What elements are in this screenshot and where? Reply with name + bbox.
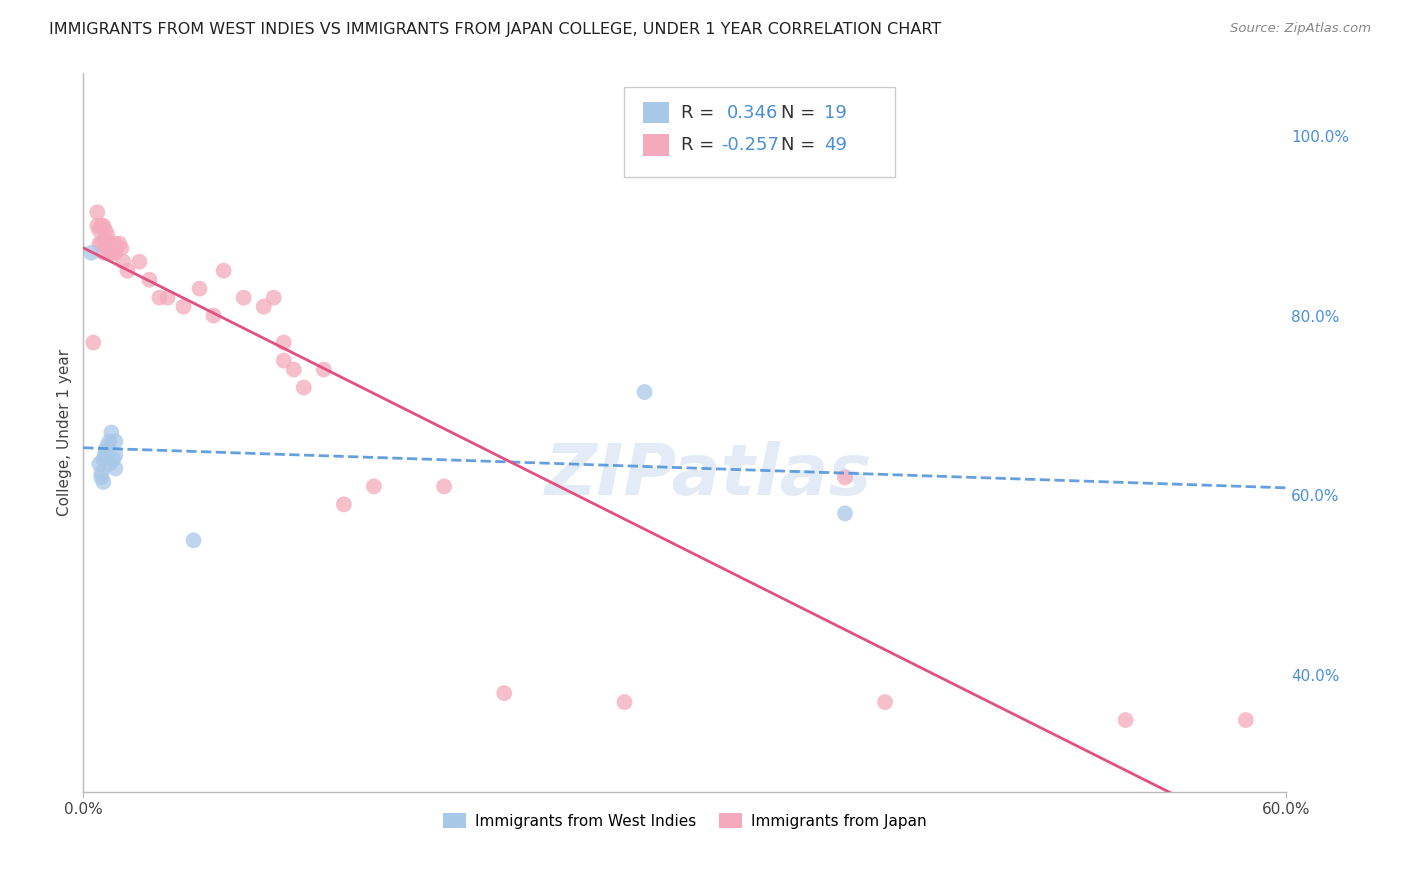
Text: -0.257: -0.257 <box>721 136 779 154</box>
Point <box>94 232 117 246</box>
Point <box>104 241 127 255</box>
Point <box>104 461 127 475</box>
Point <box>183 533 205 548</box>
Point <box>148 291 170 305</box>
Point <box>834 507 856 521</box>
Point <box>90 470 112 484</box>
Point <box>94 448 117 462</box>
Point <box>103 452 125 467</box>
Point <box>333 497 356 511</box>
Text: N =: N = <box>780 103 821 121</box>
Text: 19: 19 <box>824 103 846 121</box>
Point <box>273 335 295 350</box>
Point <box>104 434 127 449</box>
Point <box>89 236 111 251</box>
Point <box>82 335 104 350</box>
Text: Source: ZipAtlas.com: Source: ZipAtlas.com <box>1230 22 1371 36</box>
Point <box>834 470 856 484</box>
Point <box>100 425 122 440</box>
Point <box>138 273 160 287</box>
Point <box>98 241 121 255</box>
Point <box>1234 713 1257 727</box>
Point <box>108 236 131 251</box>
Point <box>80 245 103 260</box>
Point <box>86 205 108 219</box>
Point <box>91 219 114 233</box>
Point <box>86 219 108 233</box>
Point <box>98 236 121 251</box>
Point <box>232 291 254 305</box>
Legend: Immigrants from West Indies, Immigrants from Japan: Immigrants from West Indies, Immigrants … <box>436 806 932 835</box>
Point <box>98 457 121 471</box>
Point <box>90 466 112 480</box>
Text: ZIPatlas: ZIPatlas <box>546 442 872 510</box>
Point <box>89 223 111 237</box>
Point <box>112 254 135 268</box>
FancyBboxPatch shape <box>643 102 669 123</box>
Point <box>312 362 335 376</box>
Point <box>91 452 114 467</box>
Point <box>173 300 195 314</box>
FancyBboxPatch shape <box>643 134 669 156</box>
Point <box>104 245 127 260</box>
Point <box>283 362 305 376</box>
Point <box>94 443 117 458</box>
Point <box>156 291 179 305</box>
Point <box>263 291 285 305</box>
Point <box>363 479 385 493</box>
FancyBboxPatch shape <box>624 87 896 178</box>
Point <box>117 263 139 277</box>
Point <box>433 479 456 493</box>
Text: R =: R = <box>681 136 720 154</box>
Point <box>104 236 127 251</box>
Point <box>96 227 118 242</box>
Point <box>94 223 117 237</box>
Point <box>96 439 118 453</box>
Point <box>128 254 150 268</box>
Point <box>212 263 235 277</box>
Point <box>633 384 655 399</box>
Point <box>90 236 112 251</box>
Point <box>613 695 636 709</box>
Point <box>104 448 127 462</box>
Point <box>100 245 122 260</box>
Point <box>253 300 276 314</box>
Point <box>292 380 315 394</box>
Y-axis label: College, Under 1 year: College, Under 1 year <box>58 349 72 516</box>
Text: 49: 49 <box>824 136 848 154</box>
Point <box>494 686 516 700</box>
Point <box>90 219 112 233</box>
Point <box>1115 713 1137 727</box>
Point <box>103 245 125 260</box>
Point <box>188 282 211 296</box>
Point <box>89 457 111 471</box>
Text: 0.346: 0.346 <box>727 103 778 121</box>
Point <box>91 245 114 260</box>
Text: R =: R = <box>681 103 720 121</box>
Point <box>96 241 118 255</box>
Point <box>202 309 225 323</box>
Point <box>98 434 121 449</box>
Point <box>873 695 896 709</box>
Text: N =: N = <box>780 136 821 154</box>
Point <box>273 353 295 368</box>
Text: IMMIGRANTS FROM WEST INDIES VS IMMIGRANTS FROM JAPAN COLLEGE, UNDER 1 YEAR CORRE: IMMIGRANTS FROM WEST INDIES VS IMMIGRANT… <box>49 22 942 37</box>
Point <box>91 475 114 489</box>
Point <box>110 241 132 255</box>
